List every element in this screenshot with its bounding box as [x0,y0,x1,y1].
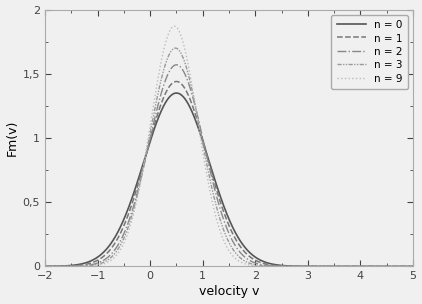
X-axis label: velocity v: velocity v [199,285,259,299]
Legend: n = 0, n = 1, n = 2, n = 3, n = 9: n = 0, n = 1, n = 2, n = 3, n = 9 [331,15,408,89]
Y-axis label: Fm(v): Fm(v) [5,120,19,156]
